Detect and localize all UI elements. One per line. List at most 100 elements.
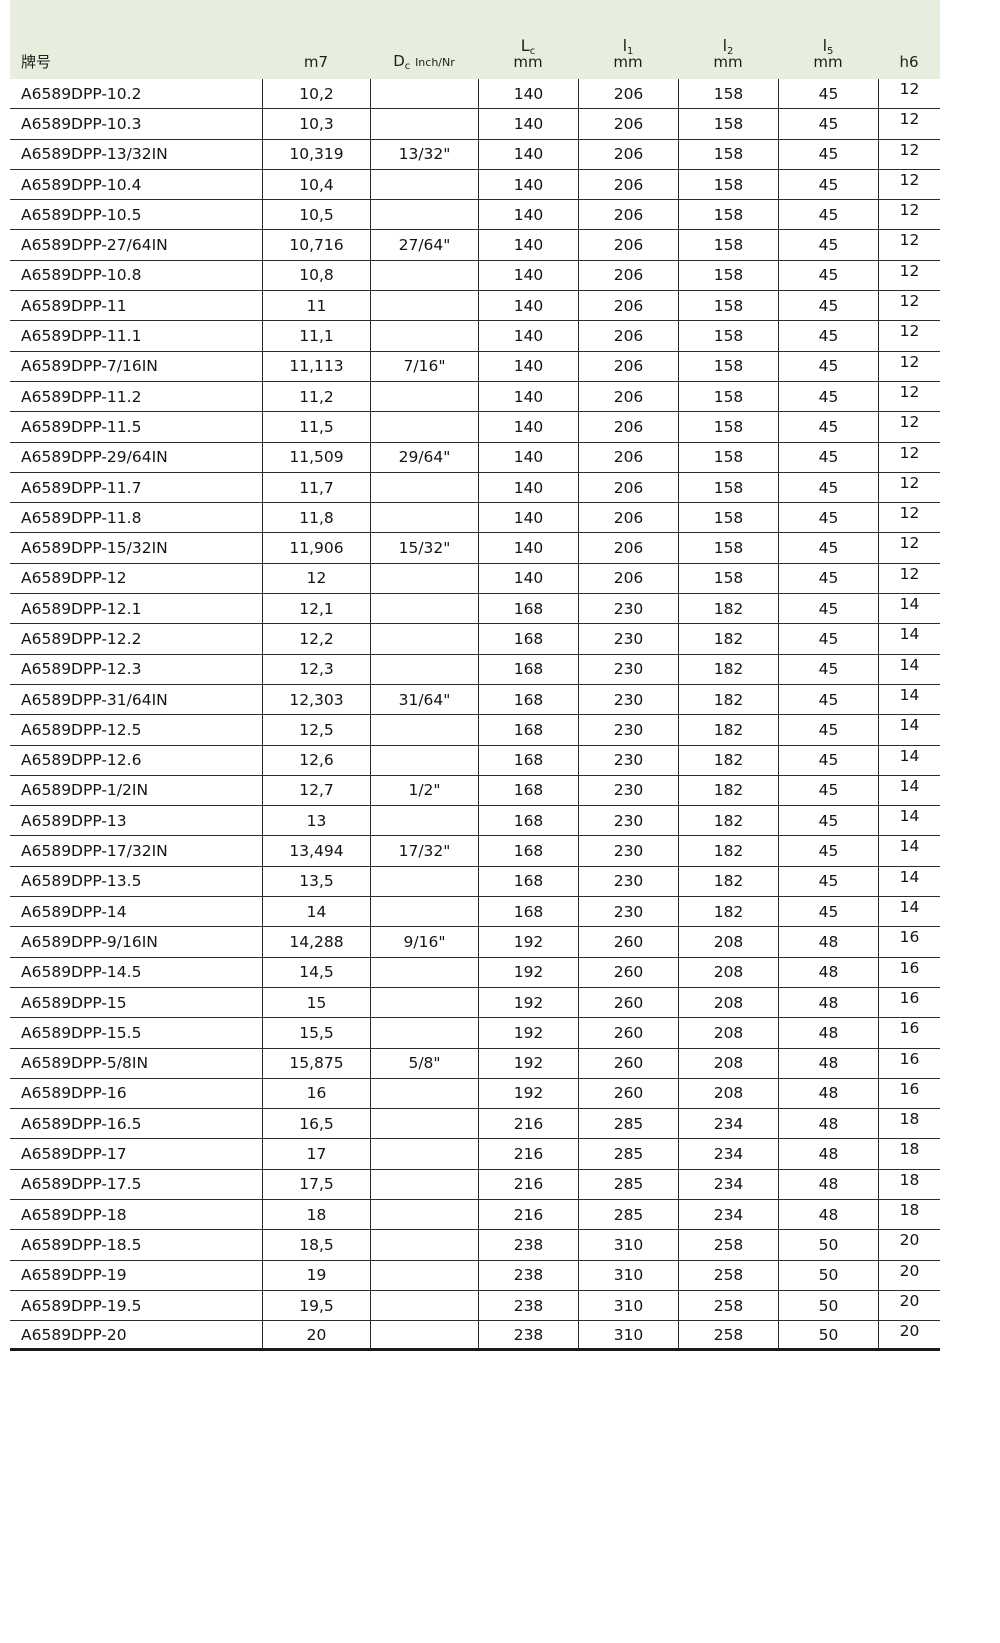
- cell-dc-inch: 1/2": [370, 775, 478, 806]
- cell-h6: 14: [878, 745, 940, 775]
- cell-lc: 140: [478, 472, 578, 503]
- cell-l1: 260: [578, 957, 678, 987]
- cell-h6: 14: [878, 654, 940, 684]
- cell-dc-inch: [370, 654, 478, 684]
- column-header-m7: m7: [262, 54, 370, 71]
- column-header-lc-symbol: Lc: [520, 36, 536, 57]
- table-row: A6589DPP-11.2 11,2 140 206 158 45 12: [10, 381, 940, 413]
- cell-lc: 238: [478, 1290, 578, 1321]
- cell-l5: 48: [778, 987, 878, 1018]
- cell-l2: 258: [678, 1290, 778, 1321]
- cell-m7: 17,5: [262, 1169, 370, 1199]
- cell-l5: 48: [778, 957, 878, 987]
- table-row: A6589DPP-7/16IN 11,113 7/16" 140 206 158 45 12: [10, 351, 940, 382]
- cell-l1: 260: [578, 927, 678, 957]
- cell-l1: 206: [578, 503, 678, 533]
- cell-part-number: A6589DPP-14.5: [21, 963, 142, 982]
- cell-h6: 12: [878, 109, 940, 139]
- cell-l2: 158: [678, 79, 778, 109]
- table-row: A6589DPP-5/8IN 15,875 5/8" 192 260 208 48 16: [10, 1048, 940, 1079]
- cell-lc: 140: [478, 109, 578, 139]
- cell-m7: 11: [262, 291, 370, 321]
- cell-dc-inch: [370, 897, 478, 927]
- cell-lc: 168: [478, 594, 578, 624]
- cell-lc: 192: [478, 1078, 578, 1109]
- cell-lc: 168: [478, 715, 578, 745]
- table-row: A6589DPP-17.5 17,5 216 285 234 48 18: [10, 1169, 940, 1200]
- cell-m7: 11,509: [262, 442, 370, 472]
- cell-lc: 140: [478, 412, 578, 442]
- cell-lc: 192: [478, 1018, 578, 1048]
- cell-h6: 12: [878, 442, 940, 472]
- cell-l5: 45: [778, 684, 878, 715]
- cell-l1: 206: [578, 381, 678, 412]
- cell-part-number: A6589DPP-16.5: [21, 1114, 142, 1133]
- cell-l2: 158: [678, 260, 778, 291]
- cell-m7: 10,2: [262, 79, 370, 109]
- cell-l1: 310: [578, 1290, 678, 1321]
- cell-l2: 158: [678, 442, 778, 472]
- cell-h6: 16: [878, 1078, 940, 1109]
- cell-h6: 14: [878, 806, 940, 836]
- cell-h6: 20: [878, 1290, 940, 1321]
- cell-dc-inch: [370, 1078, 478, 1109]
- cell-part-number: A6589DPP-16: [21, 1084, 127, 1103]
- cell-dc-inch: [370, 1018, 478, 1048]
- cell-part-number: A6589DPP-12.1: [21, 599, 142, 618]
- cell-part-number: A6589DPP-12.3: [21, 660, 142, 679]
- cell-h6: 20: [878, 1260, 940, 1290]
- cell-l1: 260: [578, 1048, 678, 1078]
- cell-part-number: A6589DPP-17/32IN: [21, 842, 168, 861]
- cell-dc-inch: 7/16": [370, 351, 478, 381]
- cell-part-number: A6589DPP-13.5: [21, 872, 142, 891]
- cell-l1: 230: [578, 745, 678, 775]
- cell-l2: 158: [678, 291, 778, 321]
- cell-dc-inch: 15/32": [370, 533, 478, 563]
- cell-h6: 14: [878, 624, 940, 654]
- cell-lc: 238: [478, 1230, 578, 1260]
- cell-l2: 208: [678, 1048, 778, 1078]
- cell-l5: 48: [778, 1018, 878, 1048]
- table-row: A6589DPP-13 13 168 230 182 45 14: [10, 806, 940, 837]
- cell-dc-inch: [370, 472, 478, 503]
- cell-dc-inch: [370, 1139, 478, 1169]
- cell-lc: 192: [478, 987, 578, 1018]
- cell-dc-inch: [370, 1199, 478, 1230]
- cell-l1: 206: [578, 139, 678, 169]
- cell-lc: 192: [478, 957, 578, 987]
- cell-l5: 45: [778, 291, 878, 321]
- cell-l5: 45: [778, 139, 878, 169]
- table-row: A6589DPP-11.5 11,5 140 206 158 45 12: [10, 412, 940, 443]
- cell-dc-inch: [370, 563, 478, 594]
- cell-part-number: A6589DPP-10.4: [21, 175, 142, 194]
- cell-lc: 216: [478, 1139, 578, 1169]
- cell-lc: 140: [478, 169, 578, 200]
- cell-part-number: A6589DPP-7/16IN: [21, 357, 158, 376]
- cell-lc: 168: [478, 836, 578, 866]
- cell-l1: 230: [578, 775, 678, 806]
- table-row: A6589DPP-10.4 10,4 140 206 158 45 12: [10, 169, 940, 201]
- cell-dc-inch: [370, 1260, 478, 1290]
- cell-l2: 234: [678, 1169, 778, 1199]
- table-row: A6589DPP-15/32IN 11,906 15/32" 140 206 158 45 1…: [10, 533, 940, 564]
- cell-dc-inch: [370, 1321, 478, 1349]
- column-header-m7-label: m7: [303, 53, 329, 71]
- cell-part-number: A6589DPP-15/32IN: [21, 539, 168, 558]
- cell-l2: 208: [678, 1078, 778, 1109]
- cell-dc-inch: [370, 1169, 478, 1199]
- cell-lc: 140: [478, 230, 578, 260]
- cell-l2: 158: [678, 503, 778, 533]
- cell-l2: 208: [678, 957, 778, 987]
- column-header-lc-unit: mm: [513, 53, 543, 71]
- cell-m7: 17: [262, 1139, 370, 1169]
- cell-lc: 140: [478, 503, 578, 533]
- cell-lc: 238: [478, 1321, 578, 1349]
- cell-l5: 45: [778, 260, 878, 291]
- cell-part-number: A6589DPP-11.5: [21, 417, 142, 436]
- cell-h6: 12: [878, 351, 940, 381]
- table-row: A6589DPP-9/16IN 14,288 9/16" 192 260 208 48 16: [10, 927, 940, 958]
- cell-l1: 285: [578, 1169, 678, 1199]
- column-header-l1: l1 mm: [578, 37, 678, 71]
- cell-dc-inch: [370, 594, 478, 624]
- cell-l5: 45: [778, 533, 878, 563]
